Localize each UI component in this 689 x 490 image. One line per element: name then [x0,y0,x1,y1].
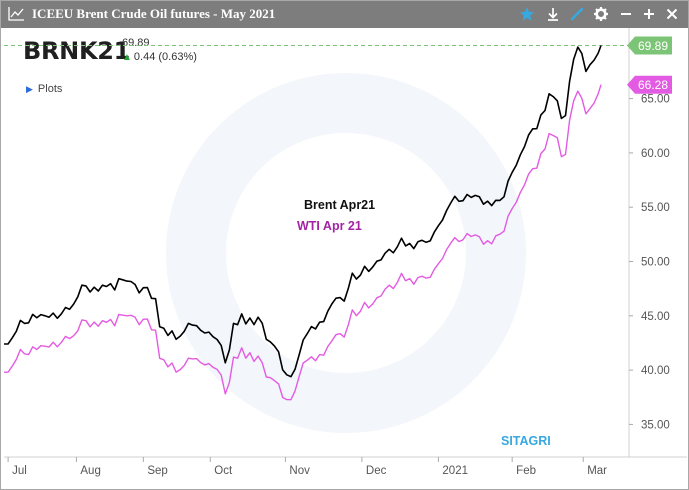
tag-value: 69.89 [638,39,668,53]
y-tick-label: 55.00 [641,202,670,214]
window-title: ICEEU Brent Crude Oil futures - May 2021 [32,6,276,21]
x-tick-label: 2021 [442,465,468,477]
x-tick-label: Sep [147,465,167,477]
star-icon[interactable] [519,6,535,22]
last-price: 69.89 [122,37,150,49]
wti-apr21-line [3,84,602,401]
y-tick-label: 65.00 [641,94,670,106]
expand-arrow-icon: ▶ [26,84,33,94]
price-chart[interactable]: 35.00 40.00 45.00 50.00 55.00 60.00 65.00 Jul Au… [1,28,688,489]
x-tick-label: Dec [366,465,387,477]
add-icon[interactable] [641,6,657,22]
tag-value: 66.28 [638,78,668,92]
x-tick-label: Feb [516,465,536,477]
title-bar: ICEEU Brent Crude Oil futures - May 2021 [1,1,688,28]
tag-shape [627,36,672,55]
x-tick-label: Aug [80,465,100,477]
brent-apr21-line [3,45,602,378]
y-tick-label: 35.00 [641,419,670,431]
price-change: ▲ 0.44 (0.63%) [122,51,197,63]
symbol-name: BRNK21 [23,37,131,65]
gear-icon[interactable] [593,6,609,22]
change-value: 0.44 (0.63%) [133,51,197,63]
wti-last-value-tag: 66.28 [627,75,672,94]
up-arrow-icon: ▲ [122,52,132,63]
watermark-ring [166,73,526,433]
x-tick-label: Mar [587,465,607,477]
legend-brent-label: Brent Apr21 [304,198,375,212]
watermark-logo [166,73,526,433]
minimize-icon[interactable] [618,6,634,22]
watermark-text: SITAGRI [501,434,551,448]
plots-toggle[interactable]: ▶ Plots [26,83,62,95]
y-tick-label: 60.00 [641,148,670,160]
x-tick-label: Nov [289,465,310,477]
x-tick-label: Oct [214,465,233,477]
download-icon[interactable] [545,6,561,22]
y-tick-label: 50.00 [641,257,670,269]
legend-wti-label: WTI Apr 21 [297,219,362,233]
draw-icon[interactable] [569,6,585,22]
y-tick-label: 40.00 [641,365,670,377]
chart-icon [8,7,24,21]
tag-shape [627,75,672,94]
x-tick-label: Jul [12,465,27,477]
y-tick-label: 45.00 [641,311,670,323]
brent-last-value-tag: 69.89 [627,36,672,55]
close-icon[interactable] [664,6,680,22]
plots-label: Plots [37,83,63,95]
